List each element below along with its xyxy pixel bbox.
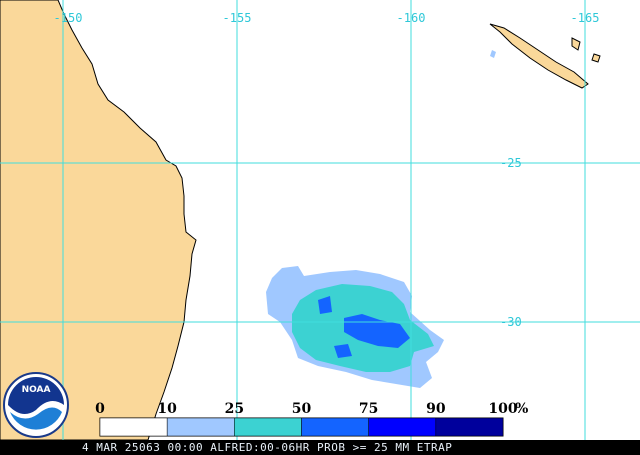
island bbox=[571, 37, 581, 51]
legend-swatch bbox=[234, 417, 302, 437]
legend-label: 75 bbox=[359, 401, 378, 417]
logo-text: NOAA bbox=[22, 385, 51, 395]
rain-area bbox=[334, 344, 352, 358]
logo-sky bbox=[8, 377, 64, 414]
legend-label: 0 bbox=[95, 401, 105, 417]
lon-label: -150 bbox=[54, 11, 83, 25]
island bbox=[591, 53, 601, 63]
legend-label: 90 bbox=[426, 401, 446, 417]
rain-area bbox=[318, 296, 332, 314]
rain-area bbox=[490, 50, 496, 58]
legend-label: 100 bbox=[488, 401, 517, 417]
legend-label: 10 bbox=[157, 401, 177, 417]
legend-swatch bbox=[368, 417, 437, 437]
noaa-logo: NOAA bbox=[3, 372, 69, 438]
legend-swatch bbox=[166, 417, 235, 437]
legend-unit: % bbox=[515, 401, 528, 417]
logo-sea bbox=[10, 407, 62, 430]
australia bbox=[0, 0, 197, 441]
legend-swatch bbox=[301, 417, 369, 437]
lat-label: -25 bbox=[500, 156, 522, 170]
color-legend bbox=[99, 417, 504, 437]
footer-text: 4 MAR 25063 00:00 ALFRED:00-06HR PROB >=… bbox=[82, 441, 452, 454]
lon-label: -155 bbox=[223, 11, 252, 25]
lon-label: -165 bbox=[571, 11, 600, 25]
legend-label: 50 bbox=[292, 401, 312, 417]
legend-swatch bbox=[99, 417, 168, 437]
graticule bbox=[0, 0, 640, 440]
footer-bar bbox=[0, 440, 640, 455]
lon-label: -160 bbox=[397, 11, 426, 25]
legend-label: 25 bbox=[225, 401, 244, 417]
lat-label: -30 bbox=[500, 315, 522, 329]
legend-swatch bbox=[435, 417, 504, 437]
